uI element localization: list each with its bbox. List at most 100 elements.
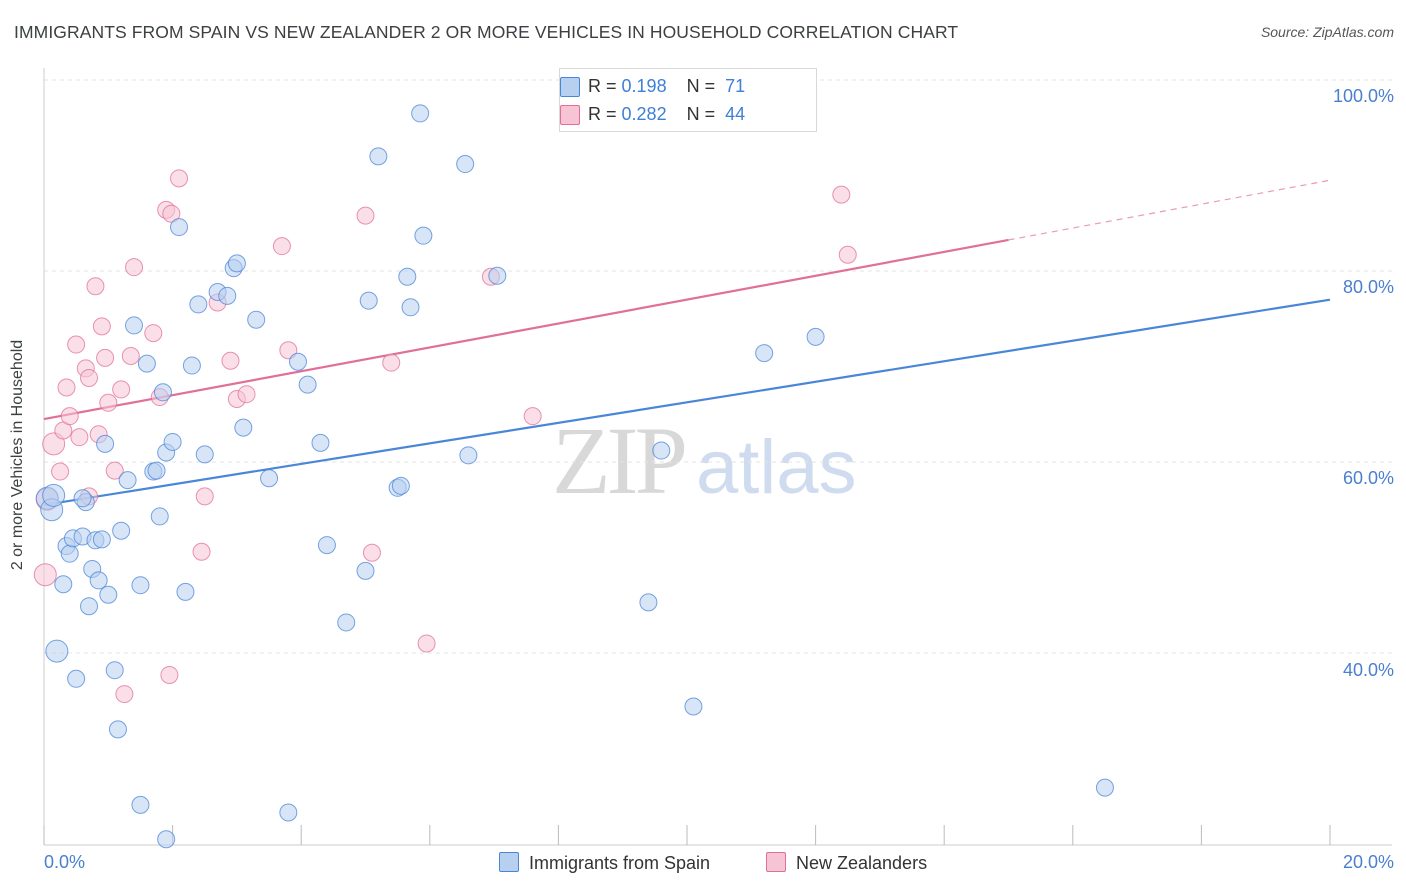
data-point-nz: [33, 563, 57, 587]
data-point-spain: [112, 521, 131, 540]
data-point-spain: [369, 147, 388, 166]
data-point-spain: [337, 613, 356, 632]
data-point-spain: [182, 356, 201, 375]
bottom-legend-spain: Immigrants from Spain: [499, 852, 710, 874]
data-point-spain: [80, 597, 99, 616]
bottom-legend-label: New Zealanders: [796, 853, 928, 873]
legend-n-label: N =: [686, 76, 716, 96]
legend-r-label: R =: [588, 104, 617, 124]
data-point-spain: [105, 661, 124, 680]
data-point-nz: [60, 407, 79, 426]
data-point-spain: [54, 575, 73, 594]
chart-source: Source: ZipAtlas.com: [1260, 24, 1394, 40]
y-tick-label: 100.0%: [1332, 86, 1394, 106]
bottom-legend-label: Immigrants from Spain: [529, 853, 711, 873]
data-point-nz: [162, 204, 181, 223]
data-point-spain: [150, 507, 169, 526]
data-point-spain: [411, 104, 430, 123]
chart-title: IMMIGRANTS FROM SPAIN VS NEW ZEALANDER 2…: [14, 22, 959, 42]
data-point-spain: [391, 476, 410, 495]
data-point-spain: [398, 267, 417, 286]
data-point-spain: [108, 720, 127, 739]
data-point-spain: [131, 795, 150, 814]
data-point-spain: [118, 471, 137, 490]
legend-row-spain: R = 0.198 N = 71: [560, 76, 746, 97]
legend-n-label: N =: [686, 104, 716, 124]
data-point-spain: [125, 316, 144, 335]
legend-swatch-pink: [560, 105, 580, 125]
data-point-nz: [96, 348, 115, 367]
data-point-nz: [279, 341, 298, 360]
correlation-legend: R = 0.198 N = 71 R = 0.282 N = 44: [559, 68, 817, 132]
data-point-spain: [459, 446, 478, 465]
data-point-spain: [137, 354, 156, 373]
data-point-spain: [170, 218, 189, 237]
y-axis-label: 2 or more Vehicles in Household: [9, 339, 26, 571]
data-point-nz: [272, 237, 291, 256]
data-point-nz: [237, 385, 256, 404]
x-tick-label: 0.0%: [44, 852, 86, 872]
legend-swatch-blue: [499, 852, 519, 872]
x-axis: [43, 68, 1392, 846]
gridlines: [44, 79, 1392, 654]
data-point-spain: [163, 432, 182, 451]
trend-lines: [43, 179, 1331, 507]
legend-r-label: R =: [588, 76, 617, 96]
data-point-spain: [317, 536, 336, 555]
data-point-spain: [288, 352, 307, 371]
legend-r-value: 0.198: [621, 76, 667, 96]
data-point-spain: [153, 383, 172, 402]
x-tick-label: 20.0%: [1342, 852, 1394, 872]
data-point-nz: [51, 462, 70, 481]
data-point-nz: [121, 346, 140, 365]
data-point-spain: [311, 433, 330, 452]
data-point-spain: [147, 461, 166, 480]
data-points: [33, 71, 1114, 849]
trend-line-nz: [43, 238, 1009, 421]
data-point-spain: [414, 226, 433, 245]
legend-row-nz: R = 0.282 N = 44: [560, 104, 746, 125]
data-point-nz: [67, 335, 86, 354]
y-tick-label: 60.0%: [1342, 468, 1394, 488]
data-point-nz: [838, 245, 857, 264]
data-point-spain: [639, 593, 658, 612]
data-point-spain: [652, 441, 671, 460]
data-point-nz: [92, 317, 111, 336]
data-point-nz: [192, 542, 211, 561]
data-point-nz: [80, 368, 99, 387]
legend-n-value: 71: [725, 76, 746, 96]
data-point-spain: [157, 830, 176, 849]
data-point-spain: [806, 327, 825, 346]
legend-r-value: 0.282: [621, 104, 667, 124]
data-point-spain: [456, 155, 475, 174]
y-tick-label: 80.0%: [1342, 277, 1394, 297]
data-point-spain: [131, 576, 150, 595]
data-point-spain: [96, 434, 115, 453]
data-point-nz: [170, 169, 189, 188]
data-point-nz: [57, 378, 76, 397]
data-point-nz: [99, 393, 118, 412]
legend-n-value: 44: [725, 104, 746, 124]
data-point-nz: [195, 487, 214, 506]
data-point-nz: [86, 277, 105, 296]
data-point-spain: [1095, 778, 1114, 797]
legend-swatch-blue: [560, 77, 580, 97]
data-point-spain: [684, 697, 703, 716]
data-point-spain: [67, 669, 86, 688]
data-point-nz: [417, 634, 436, 653]
data-point-spain: [195, 445, 214, 464]
y-tick-label: 40.0%: [1342, 660, 1394, 680]
data-point-spain: [176, 582, 195, 601]
data-point-spain: [92, 530, 111, 549]
data-point-spain: [73, 489, 92, 508]
data-point-nz: [523, 407, 542, 426]
data-point-spain: [227, 254, 246, 273]
data-point-nz: [70, 428, 89, 447]
trend-line-extension: [1008, 179, 1331, 241]
data-point-spain: [189, 295, 208, 314]
data-point-spain: [356, 561, 375, 580]
data-point-spain: [247, 310, 266, 329]
data-point-spain: [279, 803, 298, 822]
data-point-spain: [89, 571, 108, 590]
